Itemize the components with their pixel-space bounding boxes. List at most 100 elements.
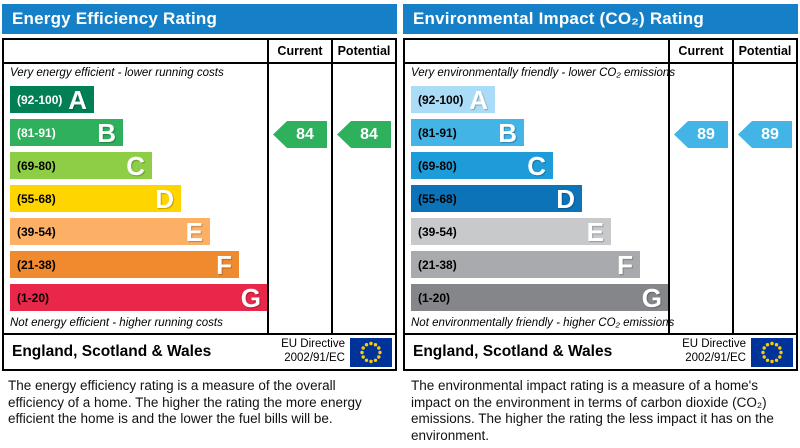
band-row-e: (39-54) E [405, 215, 796, 248]
current-column-header: Current [678, 44, 724, 58]
band-row-f: (21-38) F [405, 248, 796, 281]
environmental-impact-title: Environmental Impact (CO₂) Rating [403, 4, 798, 34]
band-e-letter: E [586, 216, 604, 247]
current-column-header: Current [277, 44, 323, 58]
band-g-letter: G [641, 282, 662, 313]
band-row-f: (21-38) F [4, 248, 395, 281]
potential-rating-arrow: 89 [738, 121, 792, 148]
band-row-g: (1-20) G [4, 281, 395, 314]
band-d-letter: D [556, 183, 575, 214]
band-d-letter: D [155, 183, 174, 214]
band-g-range: (1-20) [17, 290, 50, 305]
band-a-range: (92-100) [17, 92, 63, 107]
potential-rating-arrow-cell: 84 [333, 118, 395, 151]
eu-directive-line1: EU Directive [281, 338, 345, 351]
band-c-letter: C [126, 150, 145, 181]
table-footer: England, Scotland & Wales EU Directive 2… [4, 333, 395, 369]
column-headers: Current Potential [4, 40, 395, 64]
band-row-d: (55-68) D [405, 182, 796, 215]
band-row-a: (92-100) A [405, 83, 796, 116]
band-g-range: (1-20) [418, 290, 451, 305]
band-c-range: (69-80) [418, 158, 457, 173]
potential-rating-arrow-cell: 89 [734, 118, 796, 151]
band-row-a: (92-100) A [4, 83, 395, 116]
environmental-impact-panel: Environmental Impact (CO₂) Rating Curren… [403, 4, 798, 371]
band-e-letter: E [185, 216, 203, 247]
bottom-caption: Not energy efficient - higher running co… [10, 317, 223, 329]
band-b-range: (81-91) [418, 125, 457, 140]
energy-efficiency-table: Current Potential Very energy efficient … [2, 38, 397, 371]
band-d-range: (55-68) [17, 191, 56, 206]
band-d-bar: (55-68) D [10, 185, 181, 212]
table-footer: England, Scotland & Wales EU Directive 2… [405, 333, 796, 369]
band-g-letter: G [240, 282, 261, 313]
band-e-bar: (39-54) E [411, 218, 611, 245]
top-caption: Very energy efficient - lower running co… [10, 67, 224, 79]
bottom-caption: Not environmentally friendly - higher CO… [411, 317, 675, 329]
environmental-impact-table: Current Potential Very environmentally f… [403, 38, 798, 371]
current-rating-arrow: 84 [273, 121, 327, 148]
band-a-letter: A [68, 84, 87, 115]
eu-directive-label: EU Directive 2002/91/EC [682, 338, 746, 366]
band-b-letter: B [498, 117, 517, 148]
band-row-g: (1-20) G [405, 281, 796, 314]
band-a-letter: A [469, 84, 488, 115]
eu-directive-line1: EU Directive [682, 338, 746, 351]
potential-rating-arrow: 84 [337, 121, 391, 148]
band-f-letter: F [216, 249, 232, 280]
energy-efficiency-panel: Energy Efficiency Rating Current Potenti… [2, 4, 397, 371]
band-a-bar: (92-100) A [10, 86, 94, 113]
band-c-range: (69-80) [17, 158, 56, 173]
band-b-letter: B [97, 117, 116, 148]
band-c-bar: (69-80) C [10, 152, 152, 179]
eu-flag-icon [350, 337, 392, 367]
band-c-letter: C [527, 150, 546, 181]
band-c-bar: (69-80) C [411, 152, 553, 179]
band-f-letter: F [617, 249, 633, 280]
top-caption: Very environmentally friendly - lower CO… [411, 67, 676, 79]
band-g-bar: (1-20) G [10, 284, 268, 311]
band-f-bar: (21-38) F [10, 251, 239, 278]
band-row-b: (81-91) B [405, 116, 796, 149]
eu-flag-icon [751, 337, 793, 367]
environmental-impact-grid: Current Potential Very environmentally f… [405, 40, 796, 333]
region-label: England, Scotland & Wales [413, 343, 613, 360]
band-a-range: (92-100) [418, 92, 464, 107]
band-row-c: (69-80) C [405, 149, 796, 182]
band-e-range: (39-54) [418, 224, 457, 239]
band-a-bar: (92-100) A [411, 86, 495, 113]
environmental-impact-description: The environmental impact rating is a mea… [411, 378, 774, 443]
band-f-bar: (21-38) F [411, 251, 640, 278]
current-rating-arrow-cell: 84 [269, 118, 331, 151]
band-f-range: (21-38) [17, 257, 56, 272]
potential-column-header: Potential [738, 44, 792, 58]
band-row-b: (81-91) B [4, 116, 395, 149]
eu-directive-label: EU Directive 2002/91/EC [281, 338, 345, 366]
energy-efficiency-grid: Current Potential Very energy efficient … [4, 40, 395, 333]
eu-directive-line2: 2002/91/EC [685, 352, 746, 364]
energy-efficiency-title: Energy Efficiency Rating [2, 4, 397, 34]
current-rating-arrow-cell: 89 [670, 118, 732, 151]
energy-efficiency-description: The energy efficiency rating is a measur… [8, 378, 362, 426]
region-label: England, Scotland & Wales [12, 343, 212, 360]
band-e-bar: (39-54) E [10, 218, 210, 245]
column-divider [331, 40, 333, 333]
band-b-bar: (81-91) B [10, 119, 123, 146]
column-divider [267, 40, 269, 333]
charts-row: Energy Efficiency Rating Current Potenti… [2, 4, 798, 371]
potential-column-header: Potential [337, 44, 391, 58]
band-d-range: (55-68) [418, 191, 457, 206]
band-f-range: (21-38) [418, 257, 457, 272]
column-divider [668, 40, 670, 333]
eu-directive-line2: 2002/91/EC [284, 352, 345, 364]
band-row-e: (39-54) E [4, 215, 395, 248]
band-row-c: (69-80) C [4, 149, 395, 182]
descriptions-row: The energy efficiency rating is a measur… [2, 378, 798, 444]
band-row-d: (55-68) D [4, 182, 395, 215]
band-e-range: (39-54) [17, 224, 56, 239]
current-rating-arrow: 89 [674, 121, 728, 148]
band-b-bar: (81-91) B [411, 119, 524, 146]
band-d-bar: (55-68) D [411, 185, 582, 212]
band-b-range: (81-91) [17, 125, 56, 140]
